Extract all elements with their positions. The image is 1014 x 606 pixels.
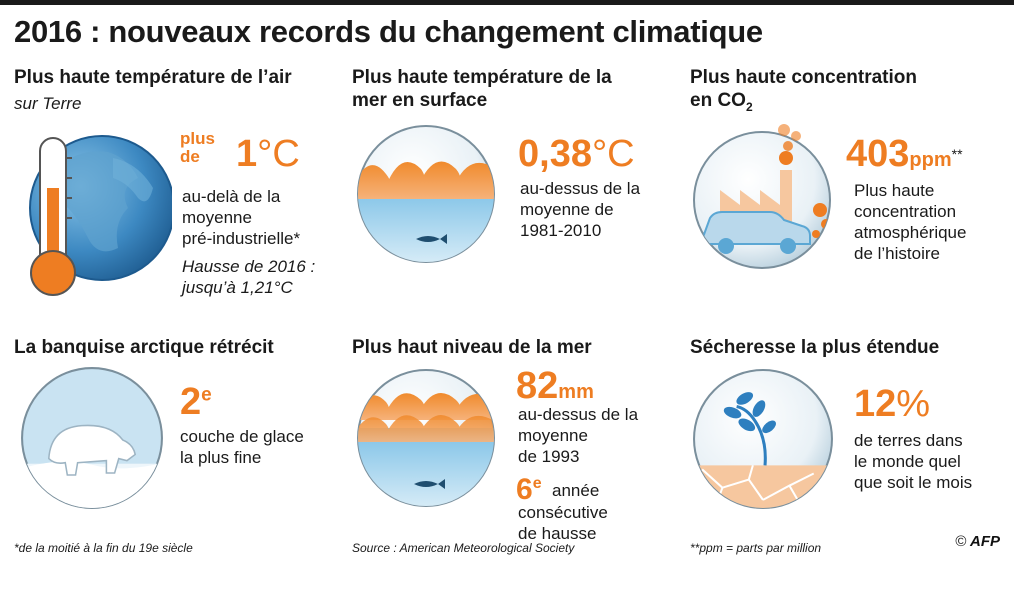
unit: mm xyxy=(558,381,594,403)
smoke-icon xyxy=(779,141,793,165)
value-suffix: e xyxy=(201,384,212,406)
panel-title: La banquise arctique rétrécit xyxy=(14,337,274,358)
value-display: 2e xyxy=(180,382,212,422)
panel-air-temperature: Plus haute température de l’air sur Terr… xyxy=(14,66,344,336)
description: couche de glace la plus fine xyxy=(180,427,304,467)
top-rule xyxy=(0,0,1014,5)
value-display: 0,38°C xyxy=(518,134,635,174)
unit: °C xyxy=(591,133,635,175)
value: 2 xyxy=(180,381,202,423)
value-display: 82mm xyxy=(516,366,594,412)
factory-icon xyxy=(693,124,831,269)
panel-sea-level: Plus haut niveau de la mer 82mm au-dessu… xyxy=(352,336,682,606)
panel-co2: Plus haute concentration en CO2 403ppm** … xyxy=(690,66,1014,336)
credit: © AFP xyxy=(955,533,1000,550)
value: 0,38 xyxy=(518,133,592,175)
car-icon xyxy=(701,211,811,254)
footnote-marker: ** xyxy=(951,146,963,162)
description: au-dessus de la moyenne de 1981-2010 xyxy=(520,179,641,240)
description: au-dessus de la moyenne de 1993 xyxy=(518,405,639,466)
value-display: 403ppm** xyxy=(846,134,963,180)
value-display: 12% xyxy=(854,384,930,424)
value-prefix: plus de xyxy=(180,129,215,166)
secondary-description-first: année xyxy=(552,481,600,500)
secondary-value-display: 6e xyxy=(516,470,542,510)
panel-title: Plus haut niveau de la mer xyxy=(352,337,592,358)
panel-drought: Sécheresse la plus étendue 12% de terres… xyxy=(690,336,1014,606)
panel-title: Sécheresse la plus étendue xyxy=(690,337,940,358)
secondary-value-suffix: e xyxy=(532,475,542,492)
globe-icon xyxy=(29,135,172,296)
afp-logo: AFP xyxy=(970,533,1000,550)
page-title: 2016 : nouveaux records du changement cl… xyxy=(14,14,763,49)
title-subscript: 2 xyxy=(745,99,753,114)
panel-title: Plus haute concentration en CO2 xyxy=(690,66,917,119)
thermometer-icon xyxy=(30,137,76,296)
description: au-delà de la moyenne pré-industrielle* xyxy=(182,187,301,248)
value: 12 xyxy=(854,383,897,425)
wave-icon xyxy=(357,125,495,263)
wave-icon xyxy=(357,369,495,507)
copyright-symbol: © xyxy=(955,533,967,550)
footnote-right: **ppm = parts par million xyxy=(690,541,822,555)
note: Hausse de 2016 : jusqu’à 1,21°C xyxy=(182,257,316,297)
panel-sea-temperature: Plus haute température de la mer en surf… xyxy=(352,66,682,336)
unit: % xyxy=(896,383,931,425)
description: de terres dans le monde quel que soit le… xyxy=(854,431,973,492)
value-display: 1°C xyxy=(236,134,300,174)
panel-subtitle: sur Terre xyxy=(14,94,82,113)
secondary-description: consécutive de hausse xyxy=(518,503,608,543)
panel-title: Plus haute température de la mer en surf… xyxy=(352,67,612,111)
value: 1 xyxy=(236,133,258,175)
value: 403 xyxy=(846,133,910,175)
polar-bear-icon xyxy=(21,367,163,509)
source-note: Source : American Meteorological Society xyxy=(352,541,575,555)
secondary-value: 6 xyxy=(516,473,533,506)
panel-title: Plus haute température de l’air xyxy=(14,67,292,88)
title-line-2: en CO xyxy=(690,90,746,111)
title-line-1: Plus haute concentration xyxy=(690,67,917,88)
plant-icon xyxy=(693,369,833,509)
footnote-left: *de la moitié à la fin du 19e siècle xyxy=(14,541,193,555)
unit: °C xyxy=(257,133,300,175)
value: 82 xyxy=(516,365,559,407)
description: Plus haute concentration atmosphérique d… xyxy=(854,181,967,263)
fish-icon xyxy=(416,234,447,244)
fish-icon xyxy=(414,479,445,489)
unit: ppm xyxy=(909,149,952,171)
panel-sea-ice: La banquise arctique rétrécit 2e couche … xyxy=(14,336,344,606)
